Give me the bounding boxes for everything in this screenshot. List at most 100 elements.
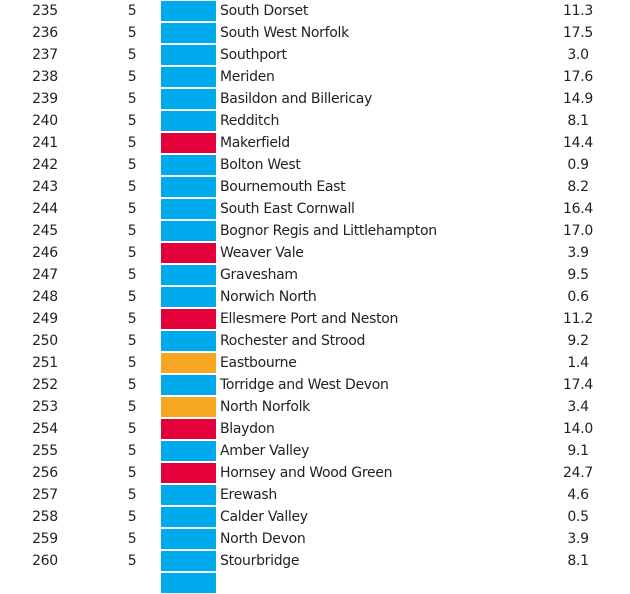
table-row: 244 5 South East Cornwall 16.4 <box>0 198 630 220</box>
table-row: 250 5 Rochester and Strood 9.2 <box>0 330 630 352</box>
count-cell: 5 <box>127 267 137 283</box>
constituency-name-cell: Hornsey and Wood Green <box>220 465 393 481</box>
constituency-name-cell: South Dorset <box>220 3 309 19</box>
rank-cell: 243 <box>32 179 58 195</box>
party-color-swatch <box>161 441 216 461</box>
count-cell: 5 <box>127 135 137 151</box>
value-cell: 11.3 <box>563 3 593 19</box>
count-cell: 5 <box>127 531 137 547</box>
party-color-swatch <box>161 507 216 527</box>
constituency-name-cell: Amber Valley <box>220 443 310 459</box>
value-cell: 8.1 <box>567 553 589 569</box>
constituency-name-cell: Bognor Regis and Littlehampton <box>220 223 437 239</box>
count-cell: 5 <box>127 245 137 261</box>
rank-cell: 238 <box>32 69 58 85</box>
count-cell: 5 <box>127 201 137 217</box>
party-color-swatch <box>161 353 216 373</box>
constituency-name-cell: Meriden <box>220 69 275 85</box>
count-cell: 5 <box>127 157 137 173</box>
count-cell: 5 <box>127 223 137 239</box>
table-row: 239 5 Basildon and Billericay 14.9 <box>0 88 630 110</box>
party-color-swatch <box>161 111 216 131</box>
constituency-name-cell: Makerfield <box>220 135 290 151</box>
value-cell: 17.4 <box>563 377 593 393</box>
constituency-name-cell: South East Cornwall <box>220 201 355 217</box>
party-color-swatch <box>161 397 216 417</box>
table-row: 251 5 Eastbourne 1.4 <box>0 352 630 374</box>
value-cell: 3.9 <box>567 531 589 547</box>
count-cell: 5 <box>127 113 137 129</box>
party-color-swatch <box>161 89 216 109</box>
rank-cell: 254 <box>32 421 58 437</box>
value-cell: 14.0 <box>563 421 593 437</box>
value-cell: 0.9 <box>567 157 589 173</box>
party-color-swatch <box>161 485 216 505</box>
table-row: 248 5 Norwich North 0.6 <box>0 286 630 308</box>
constituency-name-cell: Basildon and Billericay <box>220 91 373 107</box>
value-cell: 4.6 <box>567 487 589 503</box>
party-color-swatch <box>161 419 216 439</box>
table-row: 256 5 Hornsey and Wood Green 24.7 <box>0 462 630 484</box>
value-cell: 24.7 <box>563 465 593 481</box>
count-cell: 5 <box>127 91 137 107</box>
constituency-name-cell: Weaver Vale <box>220 245 304 261</box>
table-row: 241 5 Makerfield 14.4 <box>0 132 630 154</box>
rank-cell: 257 <box>32 487 58 503</box>
party-color-swatch <box>161 177 216 197</box>
rank-cell: 240 <box>32 113 58 129</box>
rank-cell: 245 <box>32 223 58 239</box>
constituency-name-cell: North Devon <box>220 531 306 547</box>
rank-cell: 256 <box>32 465 58 481</box>
party-color-swatch <box>161 309 216 329</box>
table-row: 252 5 Torridge and West Devon 17.4 <box>0 374 630 396</box>
value-cell: 3.4 <box>567 399 589 415</box>
rank-cell: 250 <box>32 333 58 349</box>
count-cell: 5 <box>127 399 137 415</box>
value-cell: 14.4 <box>563 135 593 151</box>
value-cell: 0.5 <box>567 509 589 525</box>
table-row: 242 5 Bolton West 0.9 <box>0 154 630 176</box>
table-row: 258 5 Calder Valley 0.5 <box>0 506 630 528</box>
table-row: 247 5 Gravesham 9.5 <box>0 264 630 286</box>
rank-cell: 244 <box>32 201 58 217</box>
table-row: 240 5 Redditch 8.1 <box>0 110 630 132</box>
party-color-swatch <box>161 1 216 21</box>
party-color-swatch <box>161 243 216 263</box>
count-cell: 5 <box>127 443 137 459</box>
constituency-name-cell: Blaydon <box>220 421 275 437</box>
table-row: 235 5 South Dorset 11.3 <box>0 0 630 22</box>
rank-cell: 259 <box>32 531 58 547</box>
rank-cell: 237 <box>32 47 58 63</box>
constituency-name-cell: Gravesham <box>220 267 298 283</box>
constituency-name-cell: South West Norfolk <box>220 25 349 41</box>
constituency-name-cell: Stourbridge <box>220 553 300 569</box>
table-row <box>0 572 630 594</box>
table-row: 257 5 Erewash 4.6 <box>0 484 630 506</box>
value-cell: 11.2 <box>563 311 593 327</box>
constituency-name-cell: Ellesmere Port and Neston <box>220 311 399 327</box>
table-row: 246 5 Weaver Vale 3.9 <box>0 242 630 264</box>
party-color-swatch <box>161 221 216 241</box>
rank-cell: 246 <box>32 245 58 261</box>
constituency-name-cell: Norwich North <box>220 289 317 305</box>
count-cell: 5 <box>127 25 137 41</box>
value-cell: 17.6 <box>563 69 593 85</box>
table-row: 254 5 Blaydon 14.0 <box>0 418 630 440</box>
party-color-swatch <box>161 463 216 483</box>
rank-cell: 258 <box>32 509 58 525</box>
count-cell: 5 <box>127 179 137 195</box>
value-cell: 17.5 <box>563 25 593 41</box>
count-cell: 5 <box>127 377 137 393</box>
count-cell: 5 <box>127 3 137 19</box>
party-color-swatch <box>161 287 216 307</box>
constituency-name-cell: Calder Valley <box>220 509 308 525</box>
count-cell <box>112 572 152 594</box>
party-color-swatch <box>161 551 216 571</box>
table-row: 245 5 Bognor Regis and Littlehampton 17.0 <box>0 220 630 242</box>
value-cell: 16.4 <box>563 201 593 217</box>
value-cell: 8.2 <box>567 179 589 195</box>
count-cell: 5 <box>127 47 137 63</box>
constituency-name-cell: Erewash <box>220 487 278 503</box>
constituency-name-cell: Rochester and Strood <box>220 333 366 349</box>
